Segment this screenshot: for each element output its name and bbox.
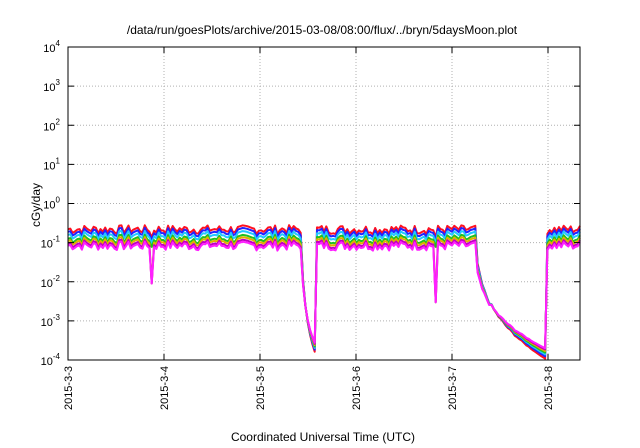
y-tick-label: 101 xyxy=(43,156,60,172)
series-line xyxy=(67,230,581,356)
x-tick-label: 2015-3-7 xyxy=(447,366,459,410)
x-tick-label: 2015-3-6 xyxy=(351,366,363,410)
x-axis-ticks: 2015-3-3 2015-3-4 2015-3-5 2015-3-6 2015-3-7… xyxy=(63,47,555,410)
y-tick-label: 10-4 xyxy=(41,352,61,368)
y-tick-label: 100 xyxy=(43,196,60,212)
x-tick-label: 2015-3-3 xyxy=(63,366,75,410)
y-tick-label: 10-2 xyxy=(41,274,61,290)
y-tick-label: 103 xyxy=(43,78,60,94)
x-tick-label: 2015-3-8 xyxy=(543,366,555,410)
series-line xyxy=(67,233,581,354)
y-tick-label: 104 xyxy=(43,39,60,55)
series-line xyxy=(67,238,581,351)
chart-title: /data/run/goesPlots/archive/2015-03-08/0… xyxy=(127,23,518,37)
series-line xyxy=(67,236,581,352)
grid-lines xyxy=(67,47,580,360)
y-tick-label: 10-3 xyxy=(41,313,61,329)
plot-lines xyxy=(67,224,581,360)
y-tick-label: 102 xyxy=(43,117,60,133)
y-axis-label: cGy/day xyxy=(29,183,43,227)
y-axis-ticks: 10-4 10-3 10-2 10-1 100 101 102 103 104 xyxy=(41,39,580,368)
y-tick-label: 10-1 xyxy=(41,235,61,251)
x-tick-label: 2015-3-5 xyxy=(255,366,267,410)
series-line xyxy=(67,240,581,350)
x-axis-label: Coordinated Universal Time (UTC) xyxy=(231,430,415,444)
x-tick-label: 2015-3-4 xyxy=(159,366,171,410)
